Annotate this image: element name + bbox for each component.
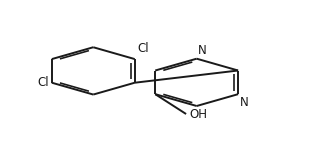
- Text: OH: OH: [189, 107, 207, 121]
- Text: N: N: [240, 96, 248, 109]
- Text: N: N: [198, 44, 207, 57]
- Text: Cl: Cl: [37, 76, 49, 89]
- Text: Cl: Cl: [138, 42, 149, 55]
